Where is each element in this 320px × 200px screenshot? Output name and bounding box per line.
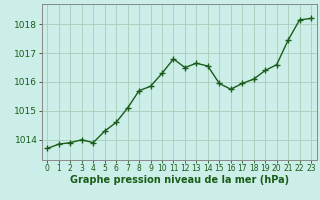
X-axis label: Graphe pression niveau de la mer (hPa): Graphe pression niveau de la mer (hPa)	[70, 175, 289, 185]
